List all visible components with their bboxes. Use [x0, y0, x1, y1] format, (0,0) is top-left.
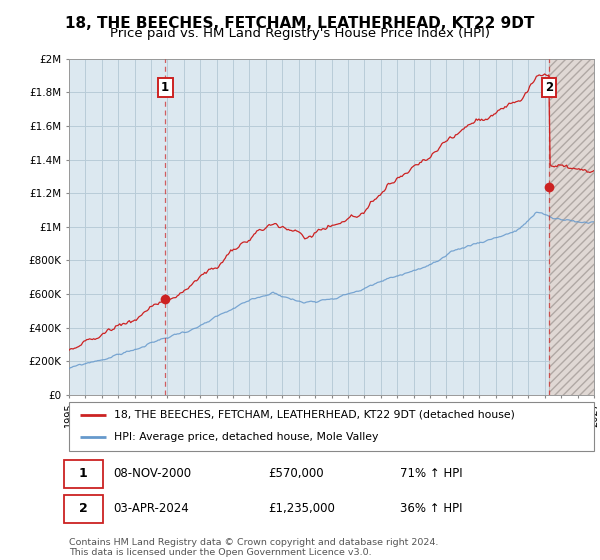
- Text: Contains HM Land Registry data © Crown copyright and database right 2024.
This d: Contains HM Land Registry data © Crown c…: [69, 538, 439, 557]
- FancyBboxPatch shape: [64, 495, 103, 523]
- Text: 1: 1: [79, 468, 88, 480]
- Text: 03-APR-2024: 03-APR-2024: [113, 502, 190, 515]
- Bar: [549, 59, 594, 395]
- Text: 2: 2: [545, 81, 553, 94]
- FancyBboxPatch shape: [69, 402, 594, 451]
- Bar: [549, 59, 594, 395]
- Text: 1: 1: [161, 81, 169, 94]
- FancyBboxPatch shape: [64, 460, 103, 488]
- Text: 36% ↑ HPI: 36% ↑ HPI: [400, 502, 462, 515]
- Text: 71% ↑ HPI: 71% ↑ HPI: [400, 468, 463, 480]
- Text: 18, THE BEECHES, FETCHAM, LEATHERHEAD, KT22 9DT: 18, THE BEECHES, FETCHAM, LEATHERHEAD, K…: [65, 16, 535, 31]
- Text: HPI: Average price, detached house, Mole Valley: HPI: Average price, detached house, Mole…: [113, 432, 378, 442]
- Text: £570,000: £570,000: [269, 468, 324, 480]
- Text: £1,235,000: £1,235,000: [269, 502, 335, 515]
- Text: 18, THE BEECHES, FETCHAM, LEATHERHEAD, KT22 9DT (detached house): 18, THE BEECHES, FETCHAM, LEATHERHEAD, K…: [113, 410, 515, 420]
- Text: 08-NOV-2000: 08-NOV-2000: [113, 468, 192, 480]
- Text: 2: 2: [79, 502, 88, 515]
- Text: Price paid vs. HM Land Registry's House Price Index (HPI): Price paid vs. HM Land Registry's House …: [110, 27, 490, 40]
